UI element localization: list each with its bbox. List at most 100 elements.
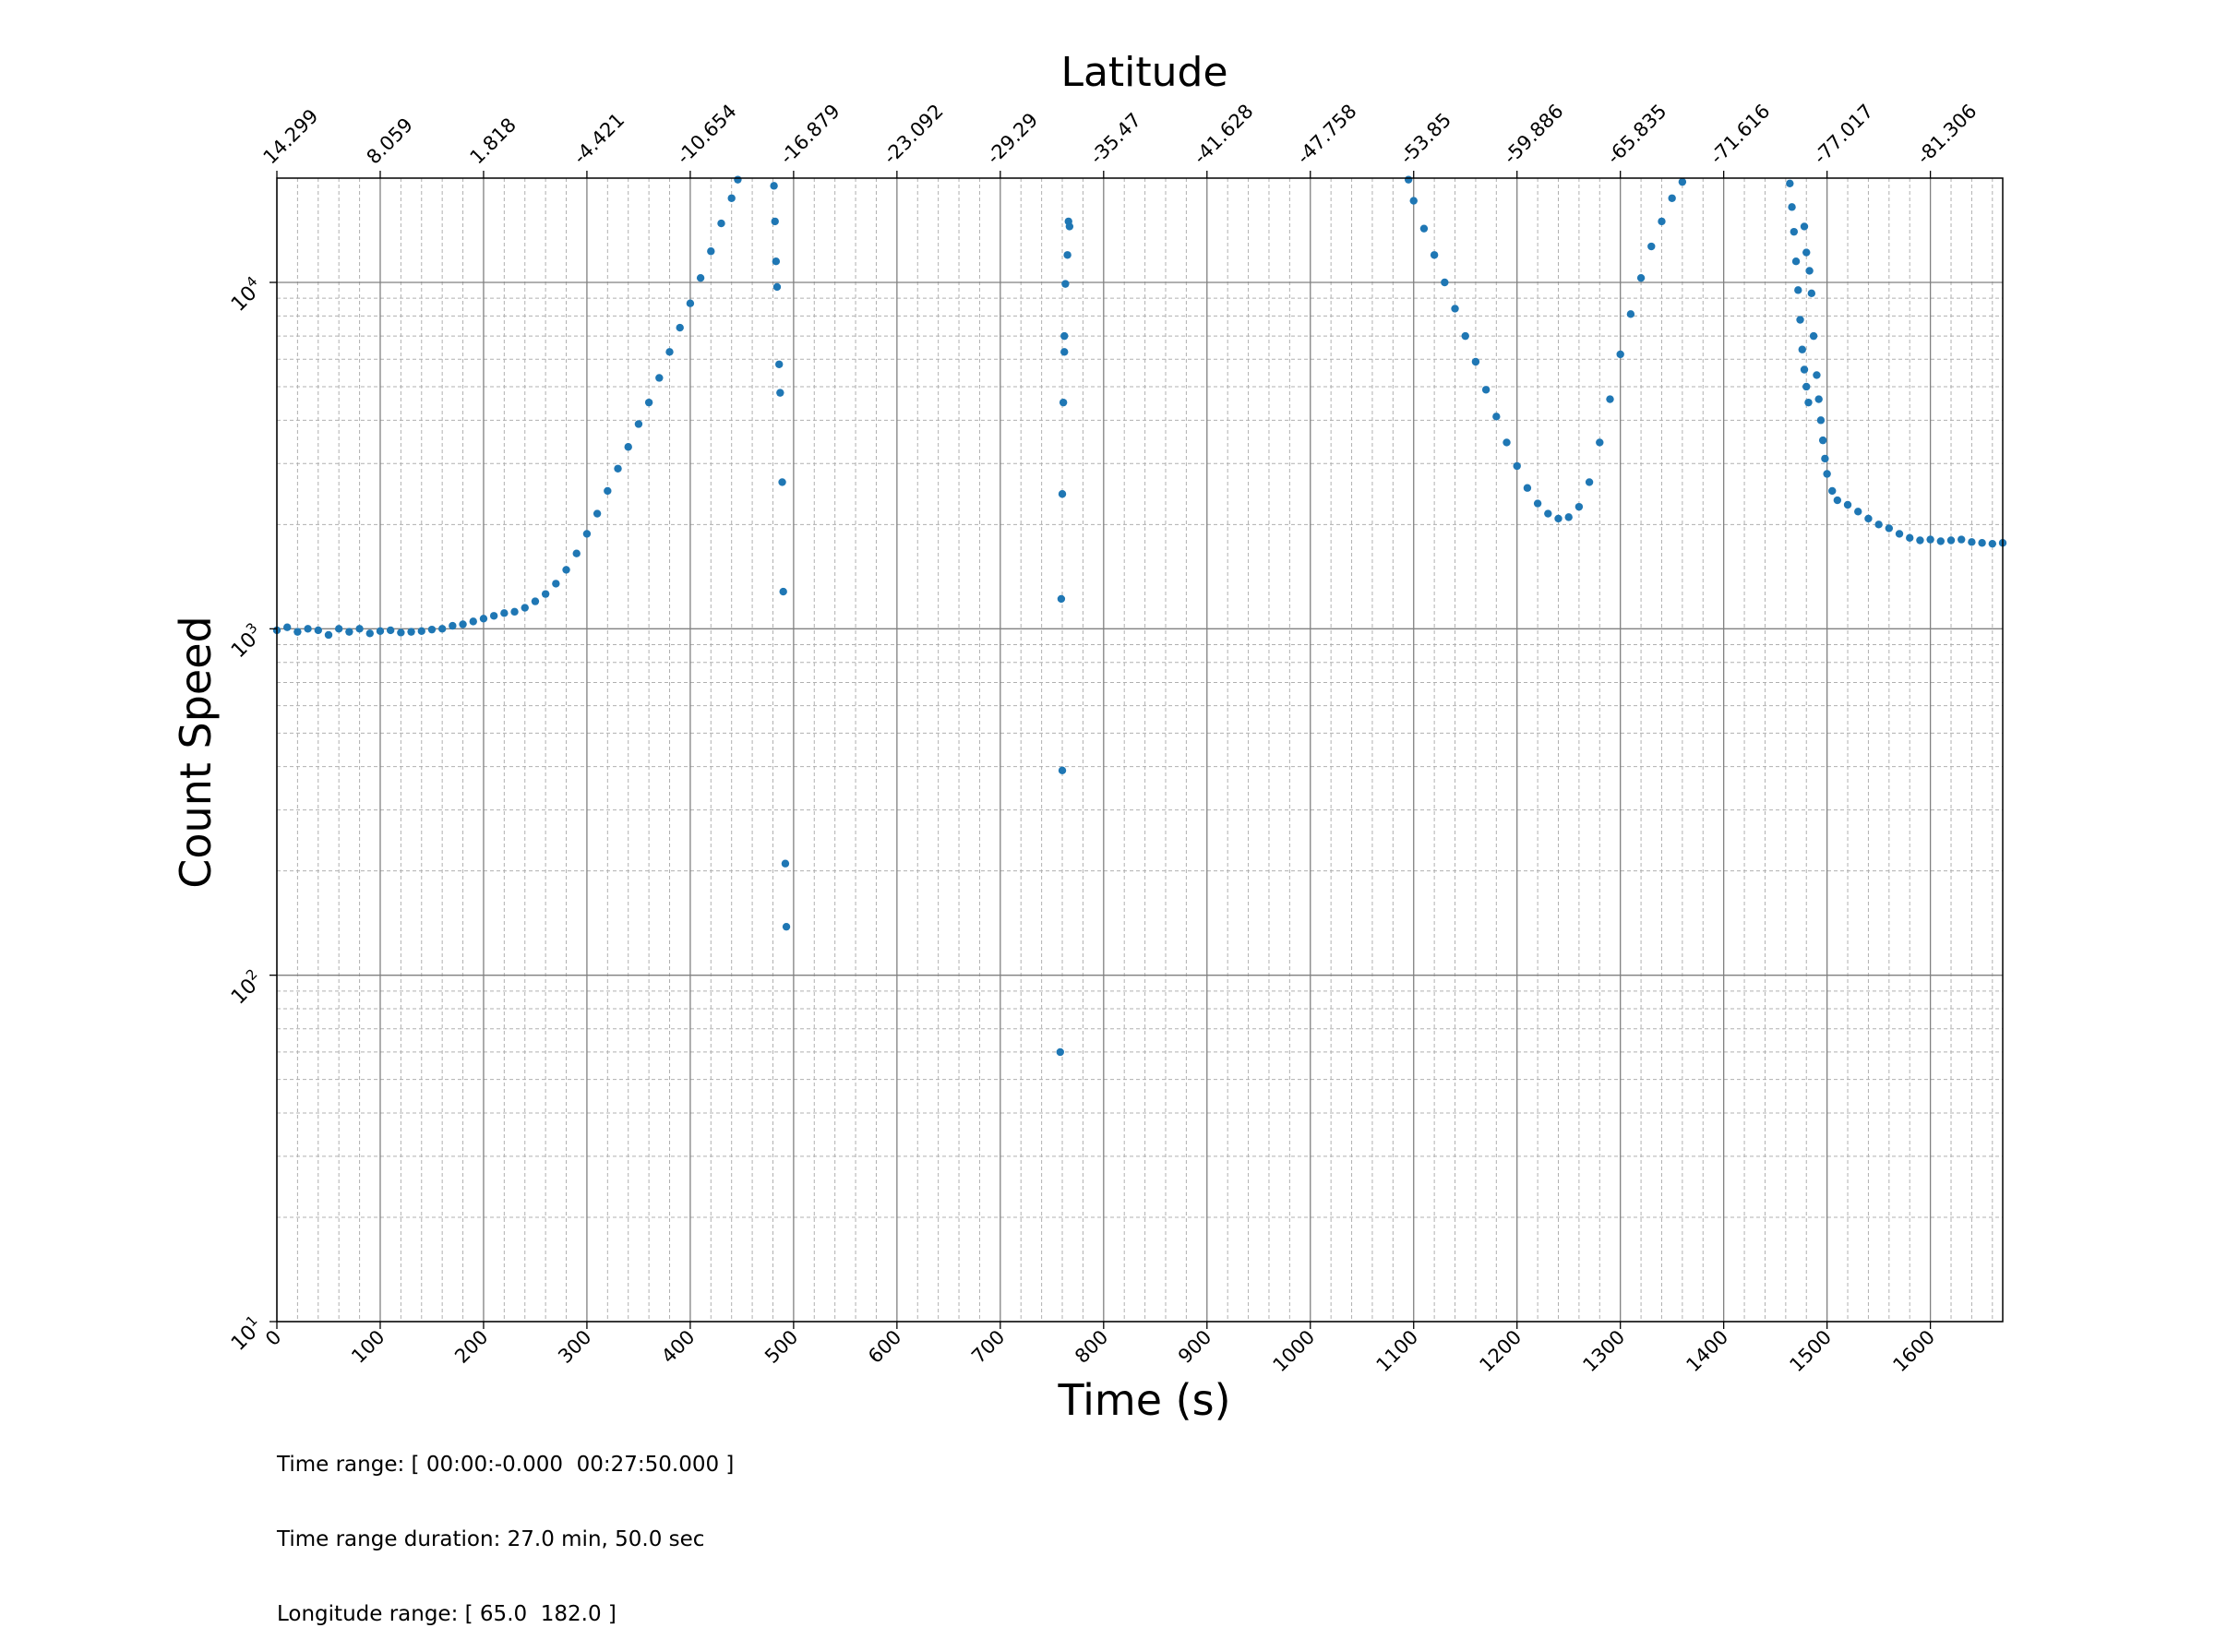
- data-point: [1828, 486, 1837, 496]
- data-point: [479, 615, 488, 623]
- data-point: [293, 628, 302, 636]
- data-point: [1564, 513, 1573, 521]
- data-points: [272, 175, 2007, 1057]
- data-point: [1063, 251, 1072, 259]
- data-point: [1814, 395, 1823, 403]
- data-point: [376, 627, 385, 635]
- data-point: [734, 175, 742, 184]
- data-point: [469, 617, 477, 626]
- data-point: [355, 625, 364, 633]
- data-point: [1906, 533, 1914, 543]
- data-point: [1626, 310, 1635, 318]
- plot-frame: [276, 177, 2004, 1323]
- data-point: [397, 628, 405, 637]
- data-point: [1419, 224, 1429, 233]
- data-point: [1807, 289, 1816, 298]
- top-tick-label: -65.835: [1602, 100, 1670, 168]
- data-point: [324, 630, 333, 640]
- data-point: [1800, 365, 1809, 374]
- data-point: [771, 217, 779, 226]
- data-point: [1441, 278, 1449, 287]
- top-tick-label: -81.306: [1912, 100, 1981, 168]
- data-point: [1058, 490, 1067, 498]
- data-point: [782, 922, 791, 931]
- data-point: [772, 257, 781, 266]
- data-point: [304, 625, 312, 633]
- data-point: [1813, 371, 1821, 379]
- data-point: [510, 607, 519, 617]
- time-duration-text: Time range duration: 27.0 min, 50.0 sec: [277, 1527, 705, 1551]
- top-tick-label: -35.47: [1085, 109, 1145, 169]
- data-point: [1060, 348, 1069, 356]
- data-point: [776, 389, 784, 397]
- data-point: [386, 626, 395, 635]
- data-point: [1060, 331, 1069, 341]
- data-point: [314, 626, 322, 635]
- data-point: [1874, 521, 1883, 529]
- data-point: [459, 620, 467, 628]
- data-point: [593, 509, 602, 518]
- data-point: [1790, 227, 1799, 236]
- top-tick-label: 8.059: [363, 114, 417, 168]
- x-tick-label: 200: [450, 1326, 492, 1368]
- data-point: [1523, 484, 1532, 492]
- y-tick-label: 102: [224, 965, 268, 1009]
- x-tick-label: 100: [347, 1326, 389, 1368]
- data-point: [1916, 536, 1924, 545]
- top-tick-label: -4.421: [569, 109, 629, 169]
- data-point: [1946, 536, 1956, 545]
- scatter-chart: 0 100 200 300 400 500 600 700 800 900 1000 1100 1200…: [171, 49, 2007, 1425]
- data-point: [779, 587, 787, 596]
- data-point: [775, 360, 784, 368]
- top-tick-label: -16.879: [775, 100, 844, 168]
- data-point: [1823, 470, 1831, 478]
- data-point: [1805, 267, 1814, 275]
- data-point: [1926, 535, 1934, 544]
- data-point: [1056, 1047, 1064, 1057]
- data-point: [1988, 539, 1997, 548]
- data-point: [696, 273, 705, 282]
- data-point: [500, 609, 509, 617]
- axis-ticks: 0 100 200 300 400 500 600 700 800 900 1000 1100 1200…: [224, 100, 1981, 1377]
- data-point: [1794, 286, 1802, 294]
- data-point: [1461, 331, 1469, 341]
- top-tick-label: -23.092: [879, 100, 947, 168]
- data-point: [644, 398, 653, 407]
- time-range-text: Time range: [ 00:00:-0.000 00:27:50.000 …: [277, 1453, 735, 1477]
- info-block: Time range: [ 00:00:-0.000 00:27:50.000 …: [277, 1403, 734, 1652]
- x-tick-label: 1100: [1372, 1326, 1423, 1377]
- x-tick-label: 1300: [1578, 1326, 1629, 1377]
- data-point: [1786, 179, 1794, 188]
- top-tick-label: -77.017: [1809, 100, 1877, 168]
- x-tick-label: 1600: [1888, 1326, 1939, 1377]
- data-point: [1821, 454, 1829, 463]
- top-tick-label: -29.29: [982, 109, 1042, 169]
- top-tick-label: -47.758: [1292, 100, 1360, 168]
- data-point: [1854, 508, 1862, 516]
- data-point: [1800, 222, 1809, 231]
- data-point: [781, 859, 790, 868]
- x-tick-label: 1000: [1269, 1326, 1320, 1377]
- data-point: [1596, 438, 1604, 447]
- data-point: [1885, 524, 1894, 533]
- data-point: [634, 420, 643, 428]
- data-point: [665, 348, 674, 356]
- top-tick-label: -41.628: [1189, 100, 1257, 168]
- data-point: [778, 478, 786, 486]
- data-point: [449, 621, 457, 630]
- data-point: [572, 549, 581, 557]
- data-point: [562, 566, 570, 574]
- data-point: [541, 590, 550, 598]
- data-point: [1503, 438, 1511, 447]
- data-point: [1958, 535, 1966, 544]
- data-point: [1636, 273, 1646, 282]
- data-point: [655, 374, 664, 382]
- data-point: [1843, 500, 1852, 509]
- data-point: [1513, 461, 1521, 471]
- data-point: [624, 443, 632, 451]
- x-tick-label: 1500: [1785, 1326, 1836, 1377]
- grid-layer: [276, 178, 2003, 1323]
- x-tick-label: 0: [261, 1326, 285, 1350]
- data-point: [1796, 316, 1804, 324]
- data-point: [1802, 248, 1811, 257]
